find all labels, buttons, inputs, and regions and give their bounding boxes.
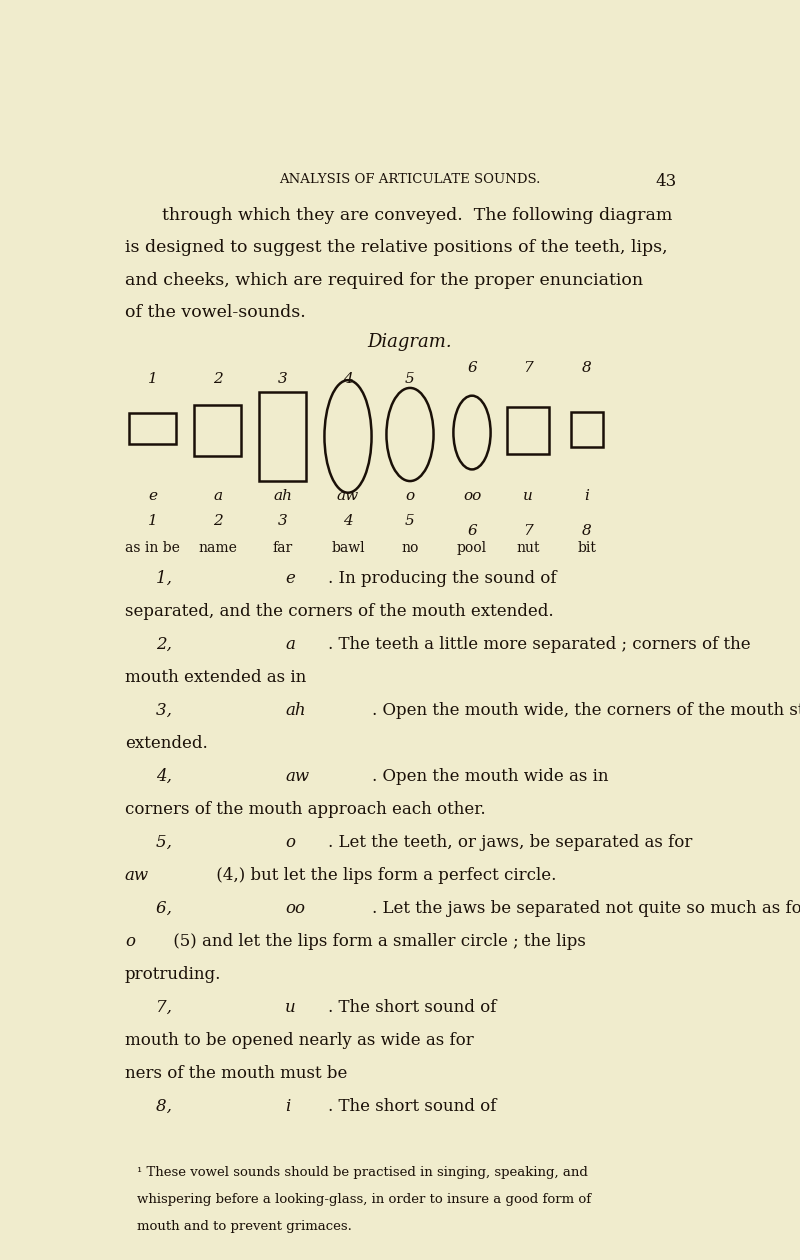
Text: 6: 6 bbox=[467, 524, 477, 538]
Text: 5: 5 bbox=[405, 373, 415, 387]
Text: 5,: 5, bbox=[156, 834, 177, 852]
Text: 43: 43 bbox=[655, 173, 677, 189]
Text: oo: oo bbox=[463, 489, 481, 503]
Text: Diagram.: Diagram. bbox=[368, 333, 452, 350]
Text: ah: ah bbox=[286, 702, 306, 719]
Text: aw: aw bbox=[125, 867, 149, 885]
Text: 1: 1 bbox=[148, 373, 158, 387]
Text: 5: 5 bbox=[405, 514, 415, 528]
Text: oo: oo bbox=[286, 900, 306, 917]
Text: 8: 8 bbox=[582, 524, 591, 538]
Text: ANALYSIS OF ARTICULATE SOUNDS.: ANALYSIS OF ARTICULATE SOUNDS. bbox=[279, 173, 541, 185]
Text: 3,: 3, bbox=[156, 702, 177, 719]
Text: o: o bbox=[406, 489, 414, 503]
Text: corners of the mouth approach each other.: corners of the mouth approach each other… bbox=[125, 801, 486, 818]
Text: . Open the mouth wide as in: . Open the mouth wide as in bbox=[371, 769, 614, 785]
Text: and cheeks, which are required for the proper enunciation: and cheeks, which are required for the p… bbox=[125, 271, 643, 289]
Text: name: name bbox=[198, 542, 238, 556]
Text: 8,: 8, bbox=[156, 1099, 177, 1115]
Text: a: a bbox=[286, 636, 295, 653]
Text: 4,: 4, bbox=[156, 769, 177, 785]
Text: ners of the mouth must be: ners of the mouth must be bbox=[125, 1065, 353, 1082]
Text: 7: 7 bbox=[523, 360, 533, 374]
Text: separated, and the corners of the mouth extended.: separated, and the corners of the mouth … bbox=[125, 604, 554, 620]
Text: 7: 7 bbox=[523, 524, 533, 538]
Text: o: o bbox=[286, 834, 295, 852]
Text: 6: 6 bbox=[467, 360, 477, 374]
Text: u: u bbox=[523, 489, 533, 503]
Text: pool: pool bbox=[457, 542, 487, 556]
Text: as in be: as in be bbox=[126, 542, 180, 556]
Text: of the vowel-sounds.: of the vowel-sounds. bbox=[125, 304, 306, 320]
Bar bbox=[259, 392, 306, 481]
Text: 7,: 7, bbox=[156, 999, 177, 1016]
Text: a: a bbox=[214, 489, 222, 503]
Ellipse shape bbox=[325, 381, 371, 493]
Text: e: e bbox=[286, 571, 295, 587]
Text: far: far bbox=[273, 542, 293, 556]
Text: e: e bbox=[148, 489, 157, 503]
Text: 2: 2 bbox=[213, 373, 222, 387]
Text: 1: 1 bbox=[148, 514, 158, 528]
Text: . The teeth a little more separated ; corners of the: . The teeth a little more separated ; co… bbox=[329, 636, 751, 653]
Text: 8: 8 bbox=[582, 360, 591, 374]
Text: (4,) but let the lips form a perfect circle.: (4,) but let the lips form a perfect cir… bbox=[211, 867, 557, 885]
Text: protruding.: protruding. bbox=[125, 966, 221, 983]
Text: o: o bbox=[125, 934, 134, 950]
Bar bbox=[129, 413, 176, 445]
Text: (5) and let the lips form a smaller circle ; the lips: (5) and let the lips form a smaller circ… bbox=[168, 934, 591, 950]
Text: . The short sound of: . The short sound of bbox=[329, 1099, 502, 1115]
Text: extended.: extended. bbox=[125, 736, 207, 752]
Text: 1,: 1, bbox=[156, 571, 177, 587]
Text: i: i bbox=[584, 489, 589, 503]
Text: 2: 2 bbox=[213, 514, 222, 528]
Text: 4: 4 bbox=[343, 514, 353, 528]
Text: . Let the jaws be separated not quite so much as for: . Let the jaws be separated not quite so… bbox=[371, 900, 800, 917]
Text: nut: nut bbox=[516, 542, 539, 556]
Bar bbox=[506, 407, 549, 454]
Text: mouth and to prevent grimaces.: mouth and to prevent grimaces. bbox=[138, 1221, 352, 1234]
Text: ah: ah bbox=[274, 489, 293, 503]
Text: no: no bbox=[402, 542, 418, 556]
Text: 3: 3 bbox=[278, 373, 288, 387]
Text: bawl: bawl bbox=[331, 542, 365, 556]
Text: bit: bit bbox=[578, 542, 596, 556]
Text: mouth extended as in: mouth extended as in bbox=[125, 669, 311, 687]
Text: . In producing the sound of: . In producing the sound of bbox=[329, 571, 562, 587]
Text: is designed to suggest the relative positions of the teeth, lips,: is designed to suggest the relative posi… bbox=[125, 239, 667, 257]
Text: 6,: 6, bbox=[156, 900, 177, 917]
Text: aw: aw bbox=[286, 769, 310, 785]
Text: . Let the teeth, or jaws, be separated as for: . Let the teeth, or jaws, be separated a… bbox=[329, 834, 698, 852]
Text: 2,: 2, bbox=[156, 636, 177, 653]
Text: mouth to be opened nearly as wide as for: mouth to be opened nearly as wide as for bbox=[125, 1032, 478, 1050]
Text: 4: 4 bbox=[343, 373, 353, 387]
Text: 3: 3 bbox=[278, 514, 288, 528]
Text: ¹ These vowel sounds should be practised in singing, speaking, and: ¹ These vowel sounds should be practised… bbox=[138, 1166, 588, 1179]
Bar bbox=[194, 406, 242, 456]
Ellipse shape bbox=[454, 396, 490, 470]
Text: . Open the mouth wide, the corners of the mouth still: . Open the mouth wide, the corners of th… bbox=[371, 702, 800, 719]
Text: through which they are conveyed.  The following diagram: through which they are conveyed. The fol… bbox=[162, 208, 672, 224]
Bar bbox=[570, 412, 603, 447]
Ellipse shape bbox=[386, 388, 434, 481]
Text: aw: aw bbox=[337, 489, 359, 503]
Text: u: u bbox=[286, 999, 296, 1016]
Text: i: i bbox=[286, 1099, 290, 1115]
Text: whispering before a looking-glass, in order to insure a good form of: whispering before a looking-glass, in or… bbox=[138, 1193, 591, 1206]
Text: . The short sound of: . The short sound of bbox=[329, 999, 502, 1016]
